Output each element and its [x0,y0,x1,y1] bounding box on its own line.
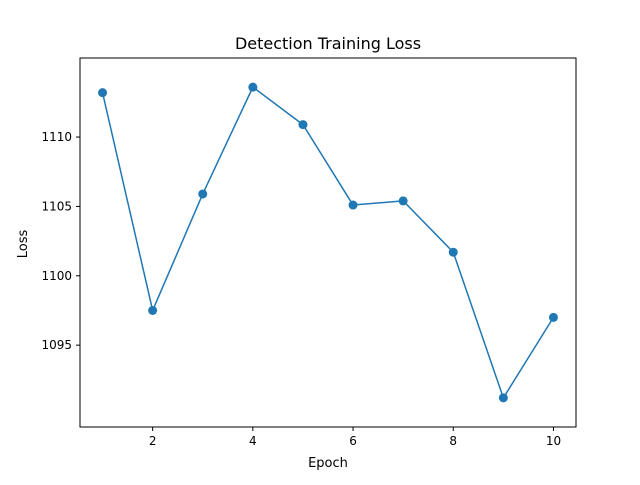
data-point [198,189,208,199]
plot-area-frame [79,57,577,428]
y-axis-label: Loss [16,230,31,259]
x-tick-label: 4 [249,434,257,448]
data-point [498,393,508,403]
y-tick-label: 1105 [41,199,72,213]
data-point [448,247,458,257]
data-point [548,312,558,322]
series-layer [98,82,558,403]
data-point [298,120,308,130]
data-point [148,305,158,315]
data-point [398,196,408,206]
y-tick-label: 1110 [41,130,72,144]
data-point [98,88,108,98]
x-tick-label: 2 [149,434,157,448]
x-tick-label: 8 [449,434,457,448]
y-tick-label: 1100 [41,269,72,283]
chart-title: Detection Training Loss [235,34,421,53]
series-line [101,86,555,399]
y-tick-label: 1095 [41,338,72,352]
data-point [348,200,358,210]
data-point [248,82,258,92]
axis-ticks: 2 4 6 8 10 1095 1100 1105 1110 [41,130,561,448]
x-axis-label: Epoch [308,456,348,471]
x-tick-label: 6 [349,434,357,448]
x-tick-label: 10 [546,434,561,448]
